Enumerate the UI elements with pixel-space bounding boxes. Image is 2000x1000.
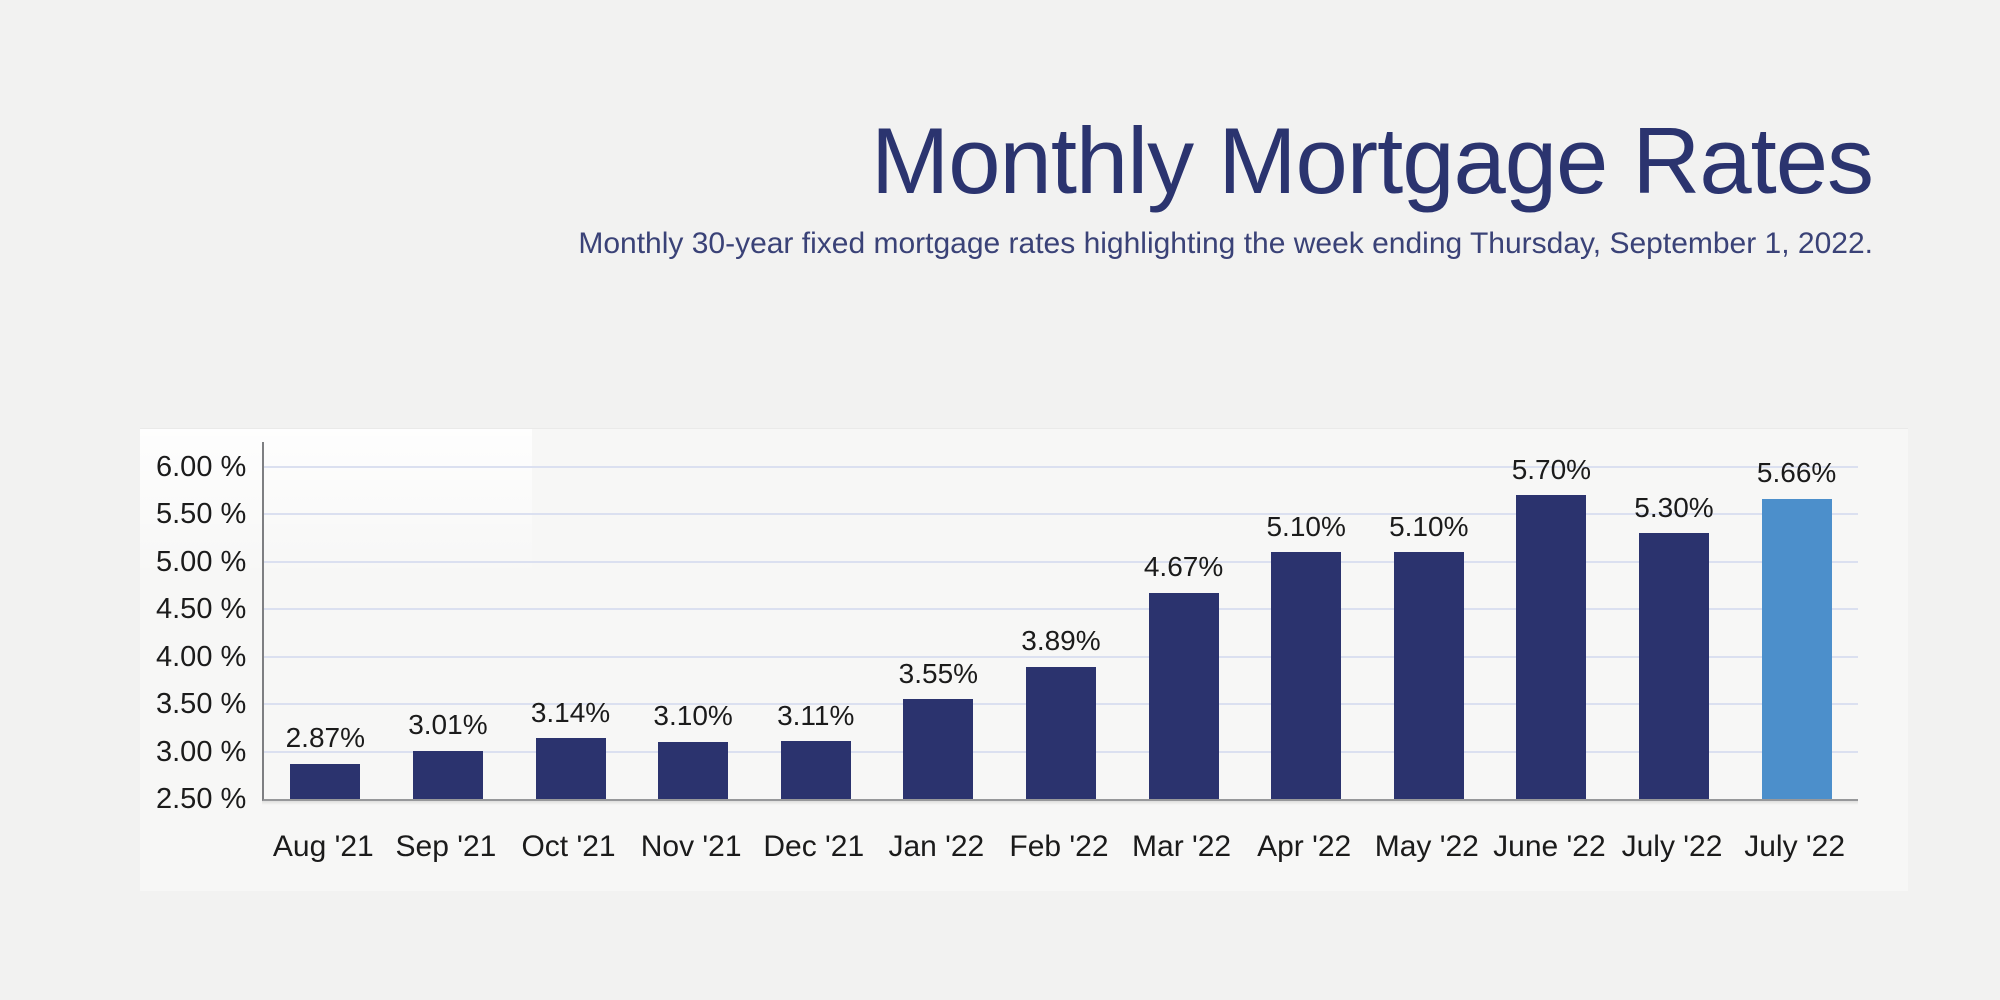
- chart-panel-highlight: [140, 429, 532, 579]
- page-title: Monthly Mortgage Rates: [870, 108, 1874, 213]
- bar: [1025, 667, 1096, 799]
- bar-slot: 4.67%: [1122, 550, 1245, 799]
- bar: [290, 763, 361, 799]
- bar-slot: 5.10%: [1367, 510, 1490, 799]
- x-tick-label: May '22: [1374, 830, 1479, 863]
- gridline: [264, 655, 1858, 658]
- bar-value-label: 5.30%: [1634, 491, 1714, 523]
- bar-value-label: 3.11%: [777, 699, 855, 731]
- bar-value-label: 3.10%: [653, 700, 733, 732]
- bar: [1148, 593, 1219, 799]
- x-tick-label: June '22: [1493, 830, 1606, 863]
- bar: [1271, 552, 1342, 799]
- y-tick-label: 6.00 %: [156, 450, 247, 483]
- bar-slot: 3.89%: [1000, 624, 1123, 799]
- bar-value-label: 5.66%: [1756, 457, 1837, 489]
- bar: [412, 750, 483, 799]
- x-tick-label: Feb '22: [1009, 830, 1109, 863]
- bar-value-label: 3.89%: [1021, 625, 1101, 657]
- gridline: [264, 513, 1858, 516]
- x-tick-label: Nov '21: [640, 830, 742, 863]
- bar-value-label: 5.10%: [1266, 510, 1346, 542]
- bar-value-label: 3.55%: [898, 657, 979, 689]
- bar-slot: 3.10%: [632, 699, 755, 799]
- x-tick-label: Oct '21: [521, 830, 616, 863]
- x-tick-label: Aug '21: [272, 830, 374, 863]
- bar: [903, 699, 974, 799]
- bar: [535, 738, 606, 799]
- bar-slot: 5.70%: [1490, 453, 1613, 799]
- y-tick-label: 2.50 %: [156, 783, 247, 815]
- gridline: [264, 608, 1858, 611]
- x-axis-tick-labels: Aug '21 Sep '21 Oct '21 Nov '21 Dec '21 Jan '…: [262, 830, 1856, 864]
- x-tick-label: July '22: [1744, 830, 1845, 863]
- bar: [1393, 552, 1464, 799]
- x-tick-label: Sep '21: [395, 830, 497, 863]
- gridline: [264, 465, 1858, 468]
- bar-value-label: 5.10%: [1389, 510, 1469, 542]
- bar: [1639, 533, 1709, 799]
- bar: [780, 741, 851, 799]
- bar: [1761, 499, 1832, 799]
- bar-slot: 5.10%: [1245, 510, 1368, 799]
- bars-layer: 2.87% 3.01% 3.14% 3.10% 3.11% 3.55% 3.89% 4.67%…: [264, 442, 1858, 799]
- bar-value-label: 4.67%: [1143, 551, 1224, 583]
- bar-slot: 5.66%: [1735, 456, 1858, 799]
- bar-slot: 2.87%: [264, 721, 387, 799]
- y-tick-label: 3.00 %: [156, 735, 247, 768]
- y-tick-label: 4.00 %: [156, 640, 247, 673]
- bar-slot: 5.30%: [1613, 491, 1736, 799]
- chart-header: Monthly Mortgage Rates Monthly 30-year f…: [578, 108, 1874, 262]
- gridline: [264, 560, 1858, 563]
- baseline-shadow: [262, 801, 1858, 805]
- page-subtitle: Monthly 30-year fixed mortgage rates hig…: [578, 226, 1873, 260]
- x-tick-label: Mar '22: [1132, 830, 1232, 863]
- bar-value-label: 5.70%: [1511, 453, 1592, 485]
- x-tick-label: Jan '22: [888, 830, 985, 863]
- x-tick-label: Apr '22: [1257, 830, 1352, 863]
- bar-slot: 3.14%: [509, 696, 632, 799]
- bar: [1516, 495, 1587, 799]
- x-tick-label: July '22: [1621, 830, 1723, 863]
- y-tick-label: 4.50 %: [156, 593, 247, 626]
- bar-slot: 3.11%: [754, 699, 877, 799]
- bar-value-label: 3.01%: [408, 709, 488, 741]
- bar-value-label: 2.87%: [285, 722, 365, 754]
- bar: [658, 742, 729, 799]
- x-tick-label: Dec '21: [763, 830, 865, 863]
- bar-chart-plot-area: 6.00 % 5.50 % 5.00 % 4.50 % 4.00 % 3.50 % 3.00…: [156, 442, 1858, 815]
- y-tick-label: 5.00 %: [156, 545, 247, 578]
- bar-slot: 3.55%: [877, 657, 1000, 799]
- y-tick-label: 5.50 %: [156, 498, 247, 531]
- bar-slot: 3.01%: [387, 708, 510, 799]
- y-tick-label: 3.50 %: [156, 688, 247, 721]
- bar-value-label: 3.14%: [530, 696, 611, 728]
